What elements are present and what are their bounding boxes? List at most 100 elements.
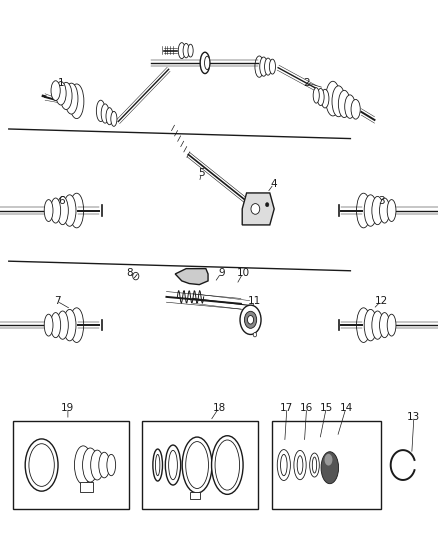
Ellipse shape bbox=[183, 44, 189, 58]
Ellipse shape bbox=[70, 193, 84, 228]
Ellipse shape bbox=[200, 52, 210, 74]
Text: 12: 12 bbox=[374, 296, 388, 306]
Ellipse shape bbox=[212, 436, 243, 495]
Text: 4: 4 bbox=[270, 179, 277, 189]
Ellipse shape bbox=[357, 308, 371, 342]
Circle shape bbox=[253, 333, 257, 337]
Ellipse shape bbox=[387, 200, 396, 222]
Ellipse shape bbox=[351, 100, 360, 119]
Ellipse shape bbox=[345, 95, 355, 118]
Bar bbox=[80, 482, 93, 491]
Ellipse shape bbox=[364, 309, 377, 341]
Ellipse shape bbox=[260, 57, 268, 76]
Ellipse shape bbox=[372, 311, 383, 340]
Ellipse shape bbox=[255, 56, 264, 77]
Ellipse shape bbox=[99, 452, 110, 478]
Ellipse shape bbox=[186, 441, 208, 488]
Ellipse shape bbox=[57, 196, 68, 225]
Bar bbox=[272, 421, 381, 509]
Text: 6: 6 bbox=[58, 197, 65, 206]
Ellipse shape bbox=[269, 59, 276, 74]
Ellipse shape bbox=[280, 454, 287, 475]
Ellipse shape bbox=[51, 80, 60, 100]
Ellipse shape bbox=[379, 312, 390, 338]
Ellipse shape bbox=[57, 311, 68, 340]
Ellipse shape bbox=[74, 446, 92, 484]
Text: 8: 8 bbox=[126, 268, 133, 278]
Text: 15: 15 bbox=[320, 403, 333, 413]
Ellipse shape bbox=[357, 193, 371, 228]
Ellipse shape bbox=[312, 457, 317, 473]
Ellipse shape bbox=[332, 86, 345, 117]
Text: 10: 10 bbox=[237, 268, 250, 278]
Ellipse shape bbox=[247, 316, 254, 324]
Ellipse shape bbox=[96, 100, 105, 122]
Ellipse shape bbox=[215, 440, 240, 490]
Ellipse shape bbox=[63, 195, 76, 227]
Text: 16: 16 bbox=[300, 403, 313, 413]
Polygon shape bbox=[175, 269, 208, 285]
Ellipse shape bbox=[91, 450, 104, 480]
Ellipse shape bbox=[56, 82, 66, 105]
Ellipse shape bbox=[153, 449, 162, 481]
Text: 9: 9 bbox=[218, 268, 225, 278]
Ellipse shape bbox=[265, 58, 272, 75]
Ellipse shape bbox=[379, 198, 390, 223]
Ellipse shape bbox=[244, 311, 257, 328]
Ellipse shape bbox=[313, 88, 319, 103]
Ellipse shape bbox=[50, 198, 60, 223]
Ellipse shape bbox=[326, 82, 340, 116]
Text: 18: 18 bbox=[212, 403, 226, 413]
Ellipse shape bbox=[155, 454, 160, 475]
Ellipse shape bbox=[277, 450, 290, 481]
Ellipse shape bbox=[65, 83, 78, 114]
Ellipse shape bbox=[82, 448, 98, 482]
Text: 3: 3 bbox=[378, 197, 385, 206]
Ellipse shape bbox=[321, 90, 329, 108]
Circle shape bbox=[133, 272, 139, 280]
Text: 19: 19 bbox=[61, 403, 74, 413]
Ellipse shape bbox=[297, 456, 303, 474]
Text: 14: 14 bbox=[339, 403, 353, 413]
Ellipse shape bbox=[321, 452, 339, 484]
Text: 5: 5 bbox=[198, 168, 205, 178]
Ellipse shape bbox=[205, 56, 210, 70]
Text: 1: 1 bbox=[58, 78, 65, 87]
Bar bbox=[190, 491, 200, 499]
Ellipse shape bbox=[178, 43, 185, 59]
Ellipse shape bbox=[60, 82, 72, 109]
Text: 2: 2 bbox=[303, 78, 310, 87]
Bar bbox=[142, 421, 258, 509]
Text: 13: 13 bbox=[407, 412, 420, 422]
Ellipse shape bbox=[387, 314, 396, 336]
Ellipse shape bbox=[182, 437, 212, 493]
Ellipse shape bbox=[364, 195, 377, 227]
Text: 17: 17 bbox=[280, 403, 293, 413]
Text: 11: 11 bbox=[248, 296, 261, 306]
Ellipse shape bbox=[111, 111, 117, 126]
Ellipse shape bbox=[372, 196, 383, 225]
Ellipse shape bbox=[107, 454, 116, 475]
Ellipse shape bbox=[317, 88, 324, 106]
Bar bbox=[13, 421, 129, 509]
Circle shape bbox=[251, 204, 260, 214]
Ellipse shape bbox=[325, 454, 332, 466]
Ellipse shape bbox=[69, 84, 84, 118]
Ellipse shape bbox=[44, 200, 53, 222]
Ellipse shape bbox=[169, 450, 177, 480]
Ellipse shape bbox=[240, 305, 261, 335]
Ellipse shape bbox=[188, 44, 193, 57]
Ellipse shape bbox=[106, 108, 113, 125]
Ellipse shape bbox=[101, 104, 109, 123]
Ellipse shape bbox=[70, 308, 84, 342]
Polygon shape bbox=[242, 193, 274, 225]
Ellipse shape bbox=[310, 453, 319, 477]
Ellipse shape bbox=[294, 450, 306, 480]
Circle shape bbox=[265, 203, 269, 207]
Ellipse shape bbox=[338, 91, 350, 118]
Text: 7: 7 bbox=[53, 296, 60, 306]
Ellipse shape bbox=[50, 312, 60, 338]
Ellipse shape bbox=[63, 309, 76, 341]
Ellipse shape bbox=[166, 445, 180, 485]
Ellipse shape bbox=[44, 314, 53, 336]
